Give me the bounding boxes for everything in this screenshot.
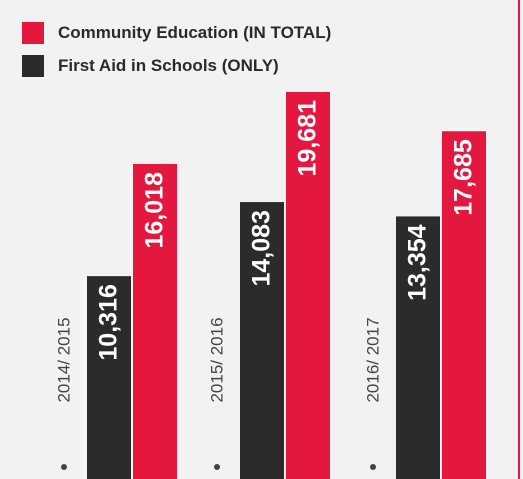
- bar: [396, 216, 440, 479]
- value-label: 19,681: [294, 100, 322, 177]
- bar: [286, 92, 330, 479]
- x-tick-label: 2014/ 2015: [54, 317, 73, 402]
- bar: [442, 131, 486, 479]
- legend-swatch: [22, 55, 44, 77]
- bullet: [370, 464, 376, 470]
- bar: [133, 164, 177, 479]
- bullet: [214, 464, 220, 470]
- legend-label: First Aid in Schools (ONLY): [58, 56, 279, 75]
- legend-label: Community Education (IN TOTAL): [58, 23, 331, 42]
- edge-line: [518, 0, 520, 479]
- value-label: 17,685: [450, 139, 478, 216]
- value-label: 14,083: [248, 210, 276, 286]
- x-tick-label: 2015/ 2016: [207, 317, 226, 402]
- bar: [87, 276, 131, 479]
- bar: [240, 202, 284, 479]
- legend-swatch: [22, 22, 44, 44]
- x-tick-label: 2016/ 2017: [363, 317, 382, 402]
- bullet: [61, 464, 67, 470]
- value-label: 13,354: [404, 224, 432, 301]
- value-label: 10,316: [95, 284, 123, 360]
- value-label: 16,018: [141, 172, 169, 249]
